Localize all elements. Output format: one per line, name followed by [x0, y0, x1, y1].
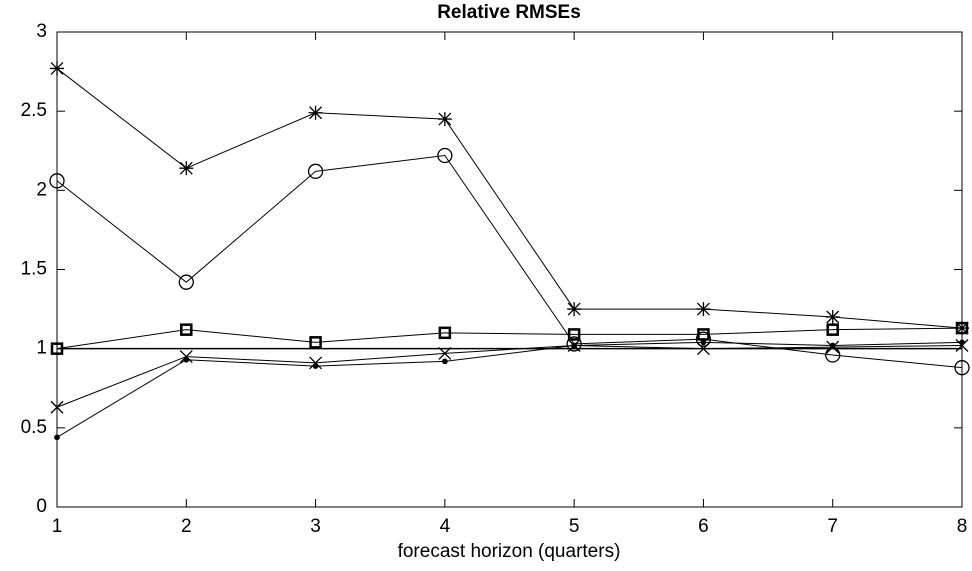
series-line	[56, 68, 963, 329]
y-tick-label: 0	[36, 496, 47, 517]
series-line	[56, 327, 963, 350]
marker	[308, 105, 323, 120]
series-line	[56, 344, 963, 408]
x-tick-label: 8	[957, 516, 968, 537]
marker	[50, 61, 64, 76]
marker	[437, 112, 452, 127]
marker	[696, 342, 710, 356]
marker	[955, 321, 969, 335]
marker	[50, 400, 64, 414]
marker	[954, 360, 970, 376]
marker	[438, 346, 452, 360]
marker	[442, 358, 448, 365]
plot-frame	[56, 31, 963, 508]
marker	[567, 302, 582, 317]
y-tick-label: 2.5	[21, 100, 47, 121]
marker	[697, 328, 710, 341]
marker	[179, 161, 194, 176]
marker	[566, 336, 582, 352]
x-tick-label: 5	[569, 516, 580, 537]
marker	[307, 163, 324, 179]
y-tick-label: 1.5	[21, 259, 47, 280]
chart-title: Relative RMSEs	[437, 2, 581, 23]
marker	[179, 350, 193, 364]
marker	[695, 331, 712, 347]
marker	[567, 328, 581, 341]
marker	[183, 356, 190, 363]
marker	[959, 339, 965, 346]
marker	[49, 173, 65, 189]
x-tick-label: 6	[698, 516, 709, 537]
x-axis-label: forecast horizon (quarters)	[398, 541, 621, 562]
marker	[438, 326, 452, 340]
marker	[50, 342, 64, 355]
y-tick-label: 3	[36, 21, 47, 42]
marker	[825, 310, 840, 324]
marker	[829, 342, 836, 349]
y-tick-label: 1	[36, 338, 47, 359]
marker	[955, 339, 969, 352]
marker	[309, 336, 322, 349]
marker	[437, 147, 453, 164]
marker	[571, 342, 577, 349]
y-tick-label: 2	[36, 179, 47, 200]
marker	[309, 356, 323, 370]
marker	[826, 323, 839, 336]
marker	[180, 323, 193, 336]
marker	[700, 339, 707, 346]
x-tick-label: 2	[181, 516, 192, 537]
x-tick-label: 4	[440, 516, 451, 537]
marker	[696, 302, 711, 317]
marker	[955, 321, 969, 336]
series-line	[56, 154, 963, 369]
x-tick-label: 3	[310, 516, 321, 537]
y-tick-label: 0.5	[21, 417, 47, 438]
marker	[178, 274, 194, 290]
marker	[312, 363, 319, 369]
marker	[54, 434, 60, 441]
x-tick-label: 7	[827, 516, 838, 537]
series-line	[56, 341, 963, 438]
x-tick-label: 1	[52, 516, 63, 537]
